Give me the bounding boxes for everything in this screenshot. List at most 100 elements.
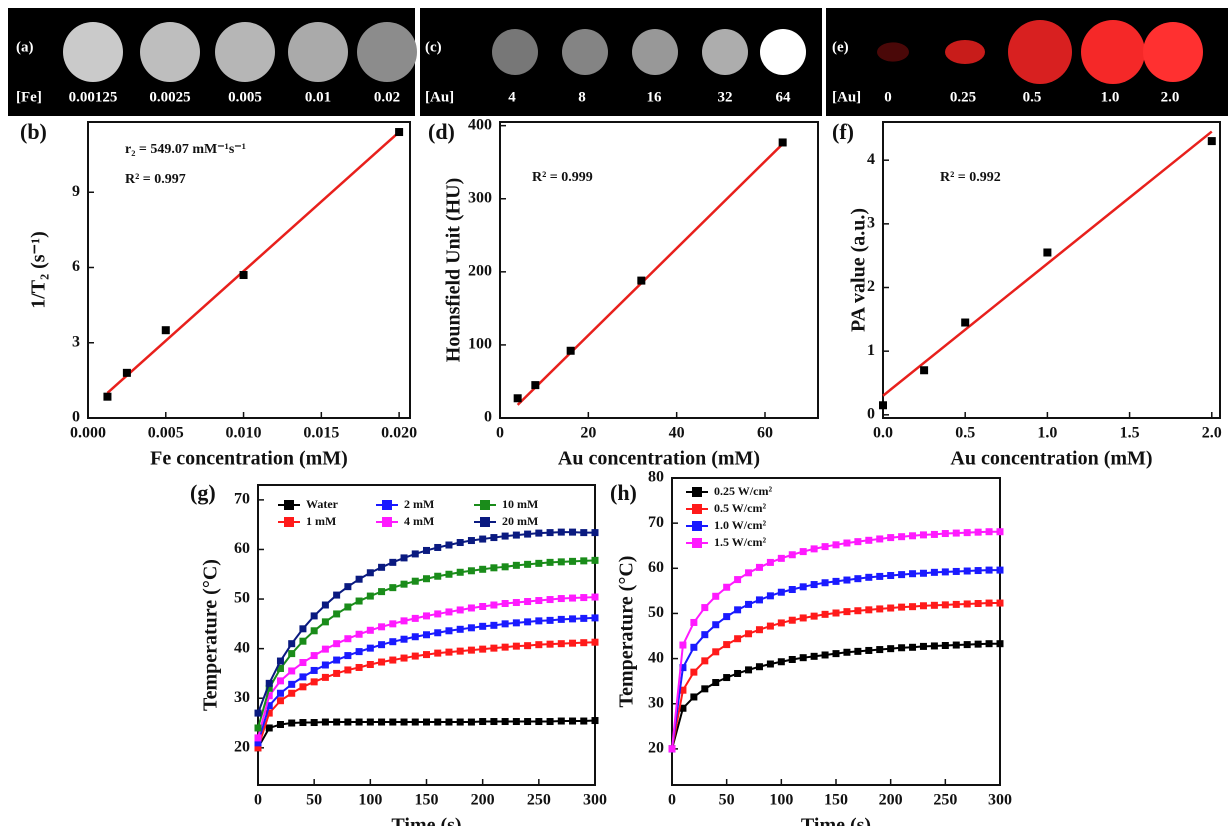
series-marker xyxy=(767,661,774,668)
series-marker xyxy=(322,646,329,653)
series-marker xyxy=(401,655,408,662)
series-marker xyxy=(800,654,807,661)
series-marker xyxy=(756,596,763,603)
series-marker xyxy=(756,663,763,670)
annotation: r₂ = 549.07 mM⁻¹s⁻¹ xyxy=(125,142,246,157)
series-marker xyxy=(547,529,554,536)
series-marker xyxy=(277,721,284,728)
series-marker xyxy=(322,674,329,681)
legend-marker xyxy=(480,517,490,527)
series-marker xyxy=(811,581,818,588)
series-marker xyxy=(299,659,306,666)
series-marker xyxy=(997,640,1004,647)
sample-label: 0 xyxy=(884,89,892,105)
chart-panel: 02040600100200300400(d)Au concentration … xyxy=(428,116,818,469)
legend-marker xyxy=(692,504,702,514)
series-marker xyxy=(723,584,730,591)
series-marker xyxy=(964,600,971,607)
x-tick-label: 0.0 xyxy=(873,425,893,442)
sample-label: 4 xyxy=(508,89,516,105)
series-marker xyxy=(558,718,565,725)
series-marker xyxy=(468,719,475,726)
series-marker xyxy=(975,567,982,574)
series-marker xyxy=(800,548,807,555)
series-marker xyxy=(535,560,542,567)
series-marker xyxy=(953,530,960,537)
series-marker xyxy=(423,651,430,658)
series-marker xyxy=(865,606,872,613)
series-marker xyxy=(887,645,894,652)
series-marker xyxy=(723,641,730,648)
series-marker xyxy=(389,657,396,664)
x-tick-label: 0.5 xyxy=(955,425,975,442)
sample-well xyxy=(140,22,200,82)
y-axis-title: Hounsfield Unit (HU) xyxy=(443,178,465,362)
panel-label: (d) xyxy=(428,119,455,144)
series-marker xyxy=(401,636,408,643)
series-marker xyxy=(344,719,351,726)
y-tick-label: 60 xyxy=(648,559,664,576)
series-marker xyxy=(535,641,542,648)
y-tick-label: 70 xyxy=(234,491,250,508)
sample-label: 0.5 xyxy=(1023,89,1042,105)
series-marker xyxy=(255,724,262,731)
series-marker xyxy=(423,719,430,726)
legend-marker xyxy=(480,500,490,510)
sample-label: 8 xyxy=(578,89,586,105)
series-marker xyxy=(535,597,542,604)
series-marker xyxy=(920,602,927,609)
series-marker xyxy=(423,631,430,638)
series-marker xyxy=(876,535,883,542)
series-marker xyxy=(975,641,982,648)
x-tick-label: 50 xyxy=(306,792,322,809)
series-marker xyxy=(723,613,730,620)
sample-well xyxy=(562,29,608,75)
series-marker xyxy=(490,645,497,652)
x-axis-title: Fe concentration (mM) xyxy=(150,448,348,470)
series-marker xyxy=(356,648,363,655)
data-point xyxy=(920,366,928,374)
series-marker xyxy=(367,569,374,576)
x-tick-label: 0 xyxy=(254,792,262,809)
panel-label: (f) xyxy=(832,119,854,144)
sample-well xyxy=(215,22,275,82)
series-marker xyxy=(389,620,396,627)
series-marker xyxy=(580,639,587,646)
sample-well xyxy=(877,42,909,61)
x-tick-label: 100 xyxy=(358,792,382,809)
x-tick-label: 0.020 xyxy=(381,425,417,442)
series-marker xyxy=(690,644,697,651)
series-marker xyxy=(811,653,818,660)
series-marker xyxy=(734,635,741,642)
series-marker xyxy=(592,639,599,646)
series-marker xyxy=(412,615,419,622)
fit-line xyxy=(107,132,399,393)
series-marker xyxy=(333,592,340,599)
legend-label: 1 mM xyxy=(306,514,336,528)
y-tick-label: 0 xyxy=(867,405,875,422)
y-tick-label: 4 xyxy=(867,151,875,168)
series-marker xyxy=(322,662,329,669)
series-marker xyxy=(468,567,475,574)
series-marker xyxy=(457,626,464,633)
legend-label: 0.25 W/cm² xyxy=(714,484,772,498)
y-tick-label: 6 xyxy=(72,258,80,275)
series-marker xyxy=(457,539,464,546)
sample-label: 0.0025 xyxy=(149,89,190,105)
series-marker xyxy=(800,583,807,590)
data-point xyxy=(961,319,969,327)
series-marker xyxy=(356,719,363,726)
element-label: [Au] xyxy=(832,89,861,105)
series-marker xyxy=(378,588,385,595)
series-marker xyxy=(299,638,306,645)
series-marker xyxy=(745,569,752,576)
series-marker xyxy=(524,561,531,568)
series-marker xyxy=(592,557,599,564)
series-marker xyxy=(767,623,774,630)
series-marker xyxy=(580,615,587,622)
series-marker xyxy=(502,718,509,725)
legend-marker xyxy=(692,487,702,497)
series-line xyxy=(672,570,1000,749)
